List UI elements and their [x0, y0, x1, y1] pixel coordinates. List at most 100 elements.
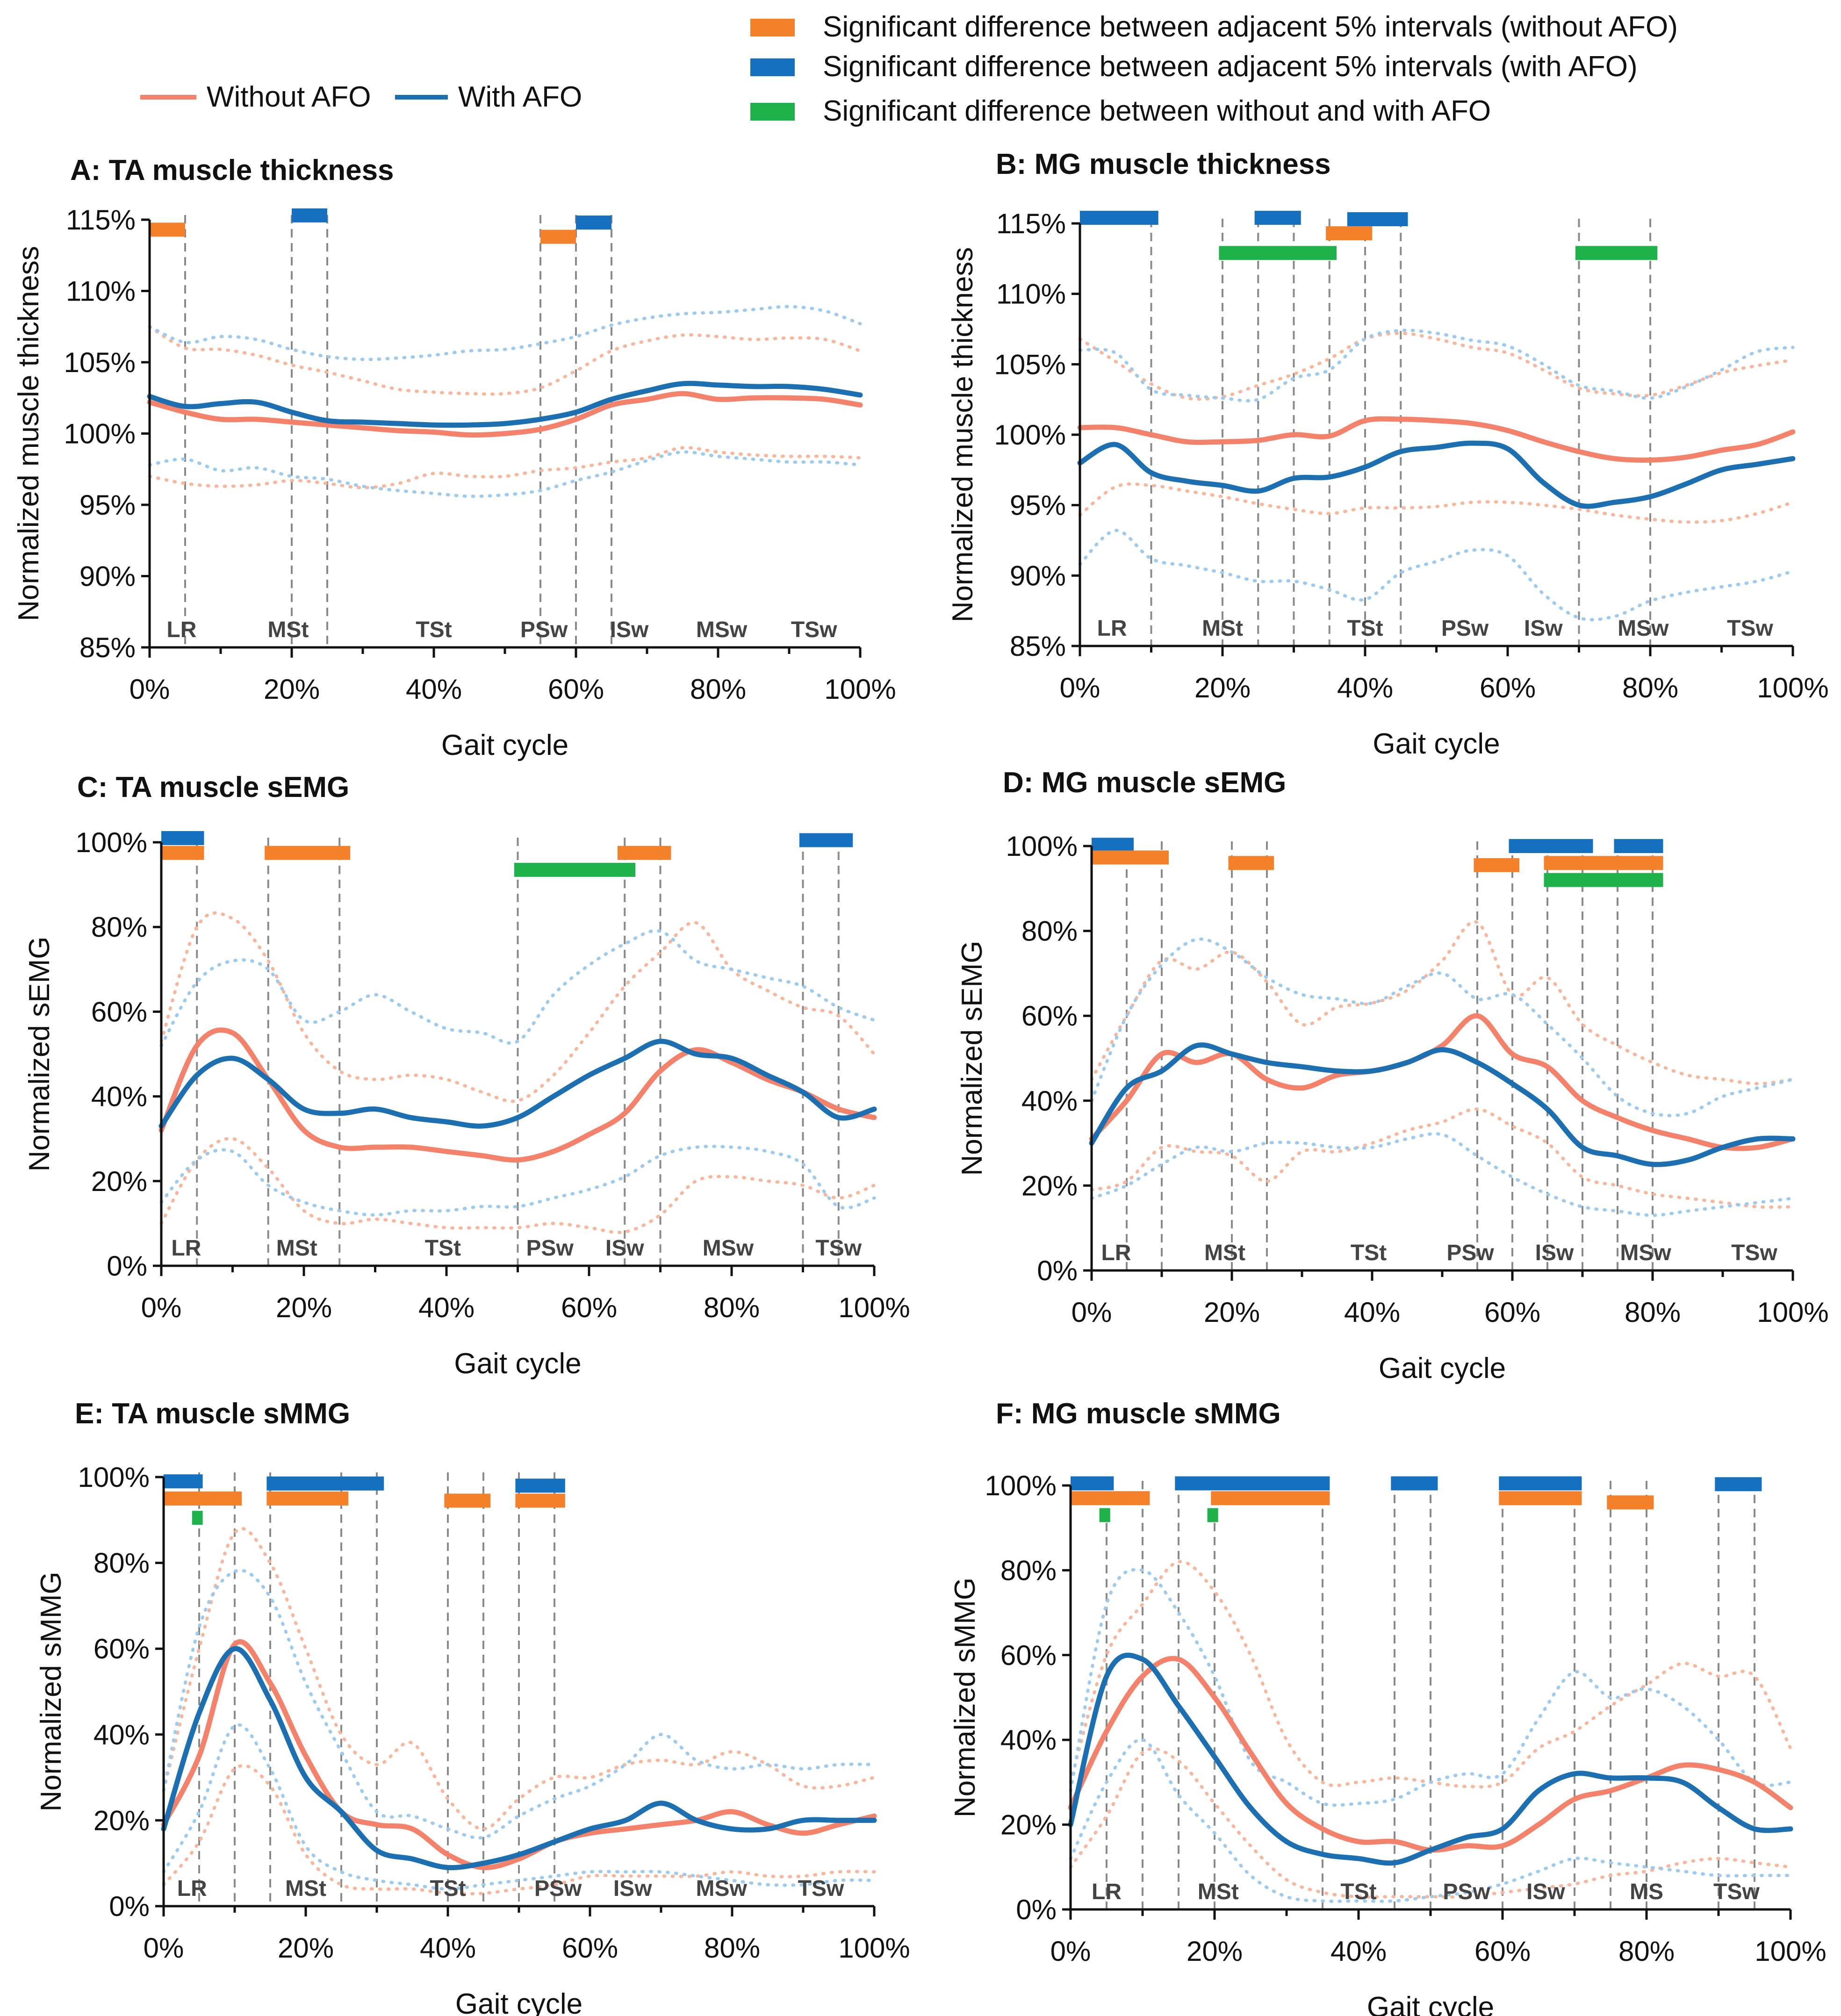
- phase-label-msw: MSw: [696, 617, 748, 642]
- y-tick-label: 100%: [1006, 831, 1078, 862]
- series-line-with-afo: [161, 1646, 877, 1871]
- significance-bar-orange: [1326, 226, 1373, 241]
- phase-label-tst: TSt: [425, 1236, 461, 1261]
- series-line-with-afo: [158, 1039, 877, 1129]
- phase-label-psw: PSw: [1441, 616, 1489, 641]
- x-tick-label: 0%: [1050, 1936, 1091, 1967]
- significance-bar-blue: [1347, 212, 1408, 226]
- phase-label-mst: MSt: [1204, 1241, 1245, 1265]
- x-tick-label: 40%: [406, 674, 462, 705]
- chart-panel-d: D: MG muscle sEMG Normalized sEMG Gait cyc…: [956, 767, 1829, 1385]
- y-tick-label: 95%: [79, 489, 136, 521]
- y-tick-label: 100%: [985, 1470, 1057, 1501]
- series-line-with-afo-upper: [1090, 937, 1795, 1118]
- x-tick-label: 20%: [1194, 672, 1251, 703]
- x-tick-label: 20%: [276, 1292, 332, 1323]
- x-axis-label: Gait cycle: [1373, 728, 1500, 760]
- phase-label-mst: MSt: [276, 1236, 317, 1261]
- phase-label-mst: MSt: [1198, 1880, 1239, 1904]
- significance-bar-orange: [515, 1493, 565, 1508]
- series-line-without-afo-lower: [159, 1137, 876, 1234]
- phase-label-msw: MSw: [1620, 1241, 1671, 1265]
- significance-bar-orange: [1211, 1491, 1330, 1506]
- x-tick-label: 80%: [704, 1932, 760, 1964]
- significance-bar-orange: [1544, 856, 1663, 870]
- phase-label-lr: LR: [1092, 1880, 1122, 1904]
- series-line-with-afo-upper: [1078, 329, 1795, 402]
- y-axis-label: Normalized sEMG: [23, 937, 56, 1172]
- x-tick-label: 0%: [129, 674, 170, 705]
- y-tick-label: 40%: [91, 1081, 147, 1112]
- x-axis-label: Gait cycle: [1379, 1352, 1506, 1385]
- y-tick-label: 60%: [93, 1633, 150, 1664]
- series-line-with-afo-upper: [1069, 1568, 1792, 1807]
- y-tick-label: 60%: [1000, 1640, 1057, 1671]
- phase-label-isw: ISw: [613, 1876, 652, 1901]
- series-line-without-afo-lower: [162, 1764, 876, 1896]
- chart-panel-a: A: TA muscle thickness Normalized muscle …: [13, 154, 896, 761]
- phase-label-tst: TSt: [1347, 616, 1383, 641]
- y-tick-label: 110%: [996, 279, 1066, 310]
- y-tick-label: 20%: [1000, 1809, 1057, 1841]
- significance-bar-green: [192, 1511, 203, 1525]
- phase-label-tsw: TSw: [1713, 1880, 1760, 1904]
- series-line-with-afo: [1068, 1652, 1793, 1866]
- series-line-with-afo: [147, 380, 863, 428]
- y-tick-label: 60%: [91, 996, 147, 1027]
- significance-bar-blue: [1614, 839, 1663, 853]
- phase-label-msw: MSw: [703, 1236, 754, 1261]
- x-tick-label: 100%: [838, 1932, 910, 1964]
- x-tick-label: 40%: [1337, 672, 1393, 703]
- phase-label-psw: PSw: [1443, 1880, 1490, 1904]
- y-axis-label: Normalized sEMG: [956, 941, 988, 1176]
- series-line-without-afo-upper: [1090, 920, 1795, 1085]
- phase-label-tsw: TSw: [791, 617, 837, 642]
- series-line-without-afo-lower: [1090, 1107, 1795, 1209]
- phase-label-mst: MSt: [1202, 616, 1243, 641]
- y-tick-label: 40%: [1000, 1724, 1057, 1756]
- x-tick-label: 60%: [561, 1292, 617, 1323]
- y-tick-label: 90%: [79, 561, 136, 592]
- y-tick-label: 105%: [64, 347, 136, 378]
- significance-bar-blue: [1092, 838, 1134, 852]
- significance-bar-orange: [1474, 858, 1519, 872]
- x-tick-label: 0%: [144, 1932, 184, 1964]
- phase-label-tst: TSt: [1340, 1880, 1376, 1904]
- phase-label-isw: ISw: [1535, 1241, 1574, 1265]
- x-tick-label: 20%: [1187, 1936, 1243, 1967]
- phase-label-psw: PSw: [526, 1236, 574, 1261]
- phase-label-lr: LR: [166, 617, 196, 642]
- chart-panels: A: TA muscle thickness Normalized muscle …: [13, 148, 1829, 2016]
- significance-bar-orange: [150, 222, 185, 237]
- x-tick-label: 0%: [1072, 1297, 1112, 1328]
- phase-label-tst: TSt: [1351, 1241, 1387, 1265]
- significance-bar-blue: [1509, 839, 1593, 853]
- significance-bar-green: [1544, 873, 1663, 887]
- legend-label-sig-with: Significant difference between adjacent …: [823, 50, 1638, 83]
- series-line-with-afo: [1077, 440, 1796, 509]
- y-tick-label: 95%: [1010, 490, 1066, 521]
- x-tick-label: 100%: [1757, 672, 1828, 703]
- panel-title: B: MG muscle thickness: [996, 148, 1331, 180]
- significance-bar-orange: [265, 846, 351, 860]
- significance-bar-orange: [1499, 1491, 1582, 1506]
- x-tick-label: 60%: [1484, 1297, 1540, 1328]
- significance-bar-orange: [1092, 850, 1169, 865]
- legend-label-sig-between: Significant difference between without a…: [823, 95, 1491, 127]
- significance-bar-orange: [1228, 856, 1274, 870]
- significance-bar-blue: [1254, 210, 1301, 225]
- y-tick-label: 110%: [66, 276, 136, 307]
- x-tick-label: 40%: [1344, 1297, 1400, 1328]
- y-axis-label: Normalized sMMG: [35, 1571, 67, 1811]
- legend-label-sig-without: Significant difference between adjacent …: [823, 11, 1678, 43]
- significance-bar-blue: [576, 215, 611, 230]
- panel-title: C: TA muscle sEMG: [77, 771, 349, 804]
- phase-label-psw: PSw: [1446, 1241, 1494, 1265]
- series-line-without-afo-upper: [1078, 331, 1795, 401]
- y-tick-label: 85%: [79, 632, 136, 663]
- y-tick-label: 100%: [994, 419, 1066, 451]
- chart-panel-b: B: MG muscle thickness Normalized muscle …: [947, 148, 1829, 760]
- series-line-without-afo-upper: [148, 325, 862, 396]
- y-tick-label: 80%: [91, 911, 147, 943]
